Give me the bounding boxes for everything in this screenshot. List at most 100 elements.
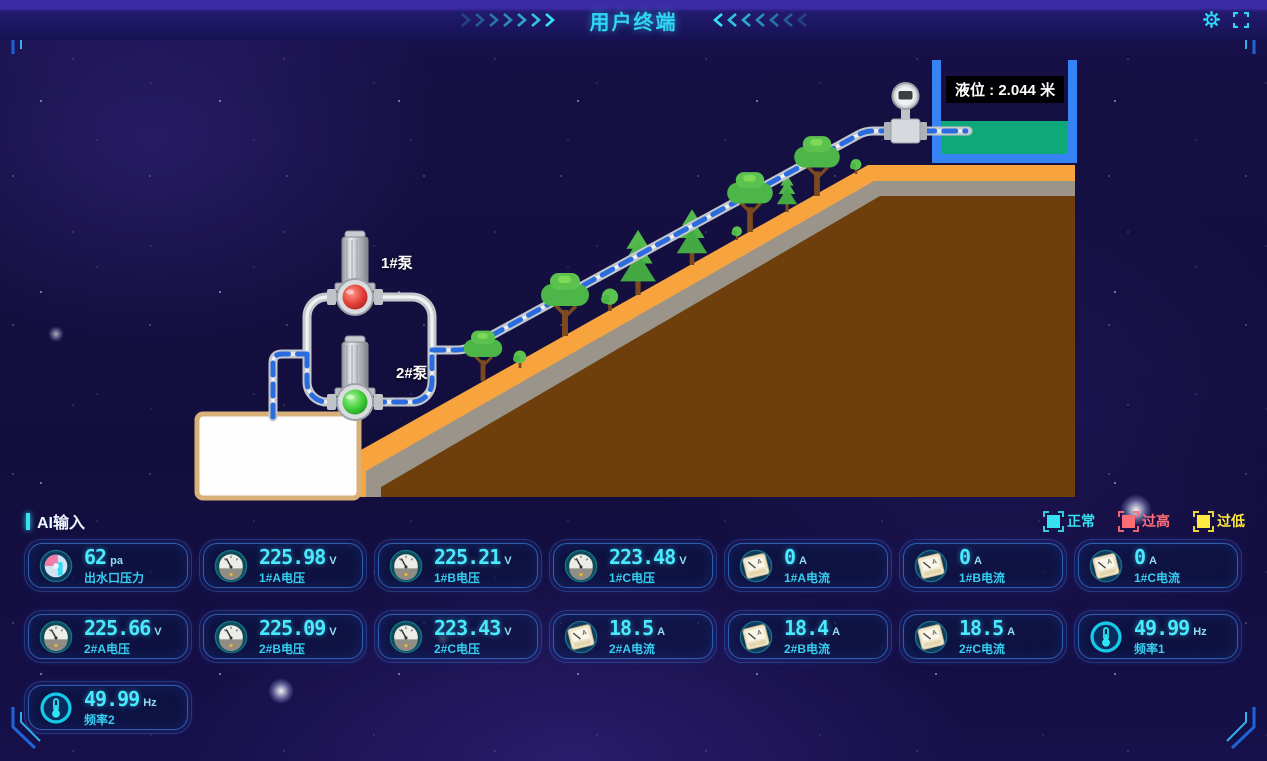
pump-1-status-indicator bbox=[342, 284, 368, 310]
card-label: 2#C电流 bbox=[959, 642, 1006, 656]
legend-item: 正常 bbox=[1043, 510, 1095, 532]
card-unit: A bbox=[1149, 555, 1157, 567]
card-value: 225.98 bbox=[259, 545, 326, 569]
card-label: 2#B电压 bbox=[259, 642, 306, 656]
pump-1 bbox=[327, 230, 383, 316]
card-label: 1#A电压 bbox=[259, 571, 306, 585]
voltmeter-icon bbox=[214, 620, 248, 654]
ammeter-icon: A bbox=[739, 549, 773, 583]
card-label: 2#B电流 bbox=[784, 642, 831, 656]
svg-text:A: A bbox=[756, 558, 763, 566]
ai-card: 223.43 V 2#C电压 bbox=[374, 610, 542, 663]
voltmeter-icon bbox=[389, 620, 423, 654]
title-accent-bar bbox=[26, 512, 30, 530]
pump-1-label: 1#泵 bbox=[381, 255, 413, 272]
card-unit: V bbox=[329, 555, 337, 567]
thermometer-icon bbox=[39, 691, 73, 725]
ai-card: 49.99 Hz 频率2 bbox=[24, 681, 192, 734]
card-label: 2#A电流 bbox=[609, 642, 656, 656]
ai-card: 49.99 Hz 频率1 bbox=[1074, 610, 1242, 663]
ammeter-icon: A bbox=[739, 620, 773, 654]
card-value: 49.99 bbox=[1134, 616, 1190, 640]
card-value: 225.66 bbox=[84, 616, 151, 640]
card-label: 1#C电流 bbox=[1134, 571, 1181, 585]
tank-level-readout: 液位 : 2.044 米 bbox=[946, 76, 1065, 103]
card-value: 62 bbox=[84, 545, 107, 569]
ai-card: 225.98 V 1#A电压 bbox=[199, 539, 367, 592]
card-unit: A bbox=[657, 626, 666, 638]
card-value: 0 bbox=[1134, 545, 1146, 569]
ai-card: A 18.5 A 2#A电流 bbox=[549, 610, 717, 663]
card-label: 频率2 bbox=[84, 713, 115, 727]
ammeter-icon: A bbox=[914, 549, 948, 583]
chevrons-left-icon bbox=[704, 12, 808, 28]
voltmeter-icon bbox=[214, 549, 248, 583]
voltmeter-icon bbox=[389, 549, 423, 583]
card-label: 2#A电压 bbox=[84, 642, 131, 656]
ai-card: 223.48 V 1#C电压 bbox=[549, 539, 717, 592]
ammeter-icon: A bbox=[914, 620, 948, 654]
card-unit: A bbox=[1007, 626, 1016, 638]
legend-swatch-icon bbox=[1193, 510, 1214, 532]
pressure-gauge-icon bbox=[39, 549, 73, 583]
legend-label: 正常 bbox=[1067, 513, 1095, 529]
ammeter-icon: A bbox=[1089, 549, 1123, 583]
tank-level-value: 2.044 bbox=[998, 82, 1036, 99]
card-value: 18.5 bbox=[959, 616, 1004, 640]
tank-level-unit: 米 bbox=[1040, 82, 1056, 99]
pipe-flow-dashes bbox=[270, 128, 969, 420]
terrain bbox=[352, 165, 1075, 497]
ai-card: A 18.4 A 2#B电流 bbox=[724, 610, 892, 663]
ai-section-title: AI输入 bbox=[26, 509, 85, 533]
svg-text:A: A bbox=[931, 629, 938, 637]
gear-icon[interactable] bbox=[1203, 11, 1220, 28]
legend-item: 过低 bbox=[1193, 510, 1245, 532]
ai-card: 225.66 V 2#A电压 bbox=[24, 610, 192, 663]
card-label: 频率1 bbox=[1134, 642, 1165, 656]
fullscreen-icon[interactable] bbox=[1233, 11, 1249, 28]
ai-card: 225.09 V 2#B电压 bbox=[199, 610, 367, 663]
card-value: 223.43 bbox=[434, 616, 501, 640]
reservoir-tank bbox=[194, 411, 362, 501]
card-unit: A bbox=[832, 626, 841, 638]
ai-section-title-text: AI输入 bbox=[37, 515, 86, 532]
card-unit: V bbox=[504, 555, 512, 567]
voltmeter-icon bbox=[564, 549, 598, 583]
card-unit: A bbox=[974, 555, 982, 567]
ai-cards-grid: 62 pa 出水口压力 225.98 V 1#A电压 225.21 V 1#B电压 2… bbox=[24, 539, 1242, 734]
pump-2-label: 2#泵 bbox=[396, 365, 428, 382]
thermometer-icon bbox=[1089, 620, 1123, 654]
pump-2-status-indicator bbox=[342, 389, 368, 415]
card-unit: V bbox=[679, 555, 687, 567]
svg-text:A: A bbox=[931, 558, 938, 566]
card-value: 225.21 bbox=[434, 545, 501, 569]
card-label: 2#C电压 bbox=[434, 642, 481, 656]
status-legend: 正常 过高 过低 bbox=[1043, 510, 1245, 532]
legend-swatch-icon bbox=[1043, 510, 1064, 532]
card-unit: V bbox=[154, 626, 162, 638]
card-unit: Hz bbox=[1193, 626, 1207, 638]
card-unit: V bbox=[504, 626, 512, 638]
card-value: 223.48 bbox=[609, 545, 676, 569]
card-unit: A bbox=[799, 555, 807, 567]
legend-label: 过低 bbox=[1217, 513, 1245, 529]
pump-2 bbox=[327, 335, 383, 421]
ai-card: A 18.5 A 2#C电流 bbox=[899, 610, 1067, 663]
legend-swatch-icon bbox=[1118, 510, 1139, 532]
tank-level-label: 液位 : bbox=[955, 82, 995, 99]
chevrons-right-icon bbox=[460, 12, 564, 28]
voltmeter-icon bbox=[39, 620, 73, 654]
card-label: 1#B电压 bbox=[434, 571, 481, 585]
card-unit: V bbox=[329, 626, 337, 638]
legend-item: 过高 bbox=[1118, 510, 1170, 532]
card-value: 18.4 bbox=[784, 616, 829, 640]
card-unit: Hz bbox=[143, 697, 157, 709]
card-value: 0 bbox=[784, 545, 796, 569]
card-label: 1#A电流 bbox=[784, 571, 831, 585]
page-title: 用户终端 bbox=[589, 11, 678, 34]
tank-water bbox=[941, 121, 1068, 154]
